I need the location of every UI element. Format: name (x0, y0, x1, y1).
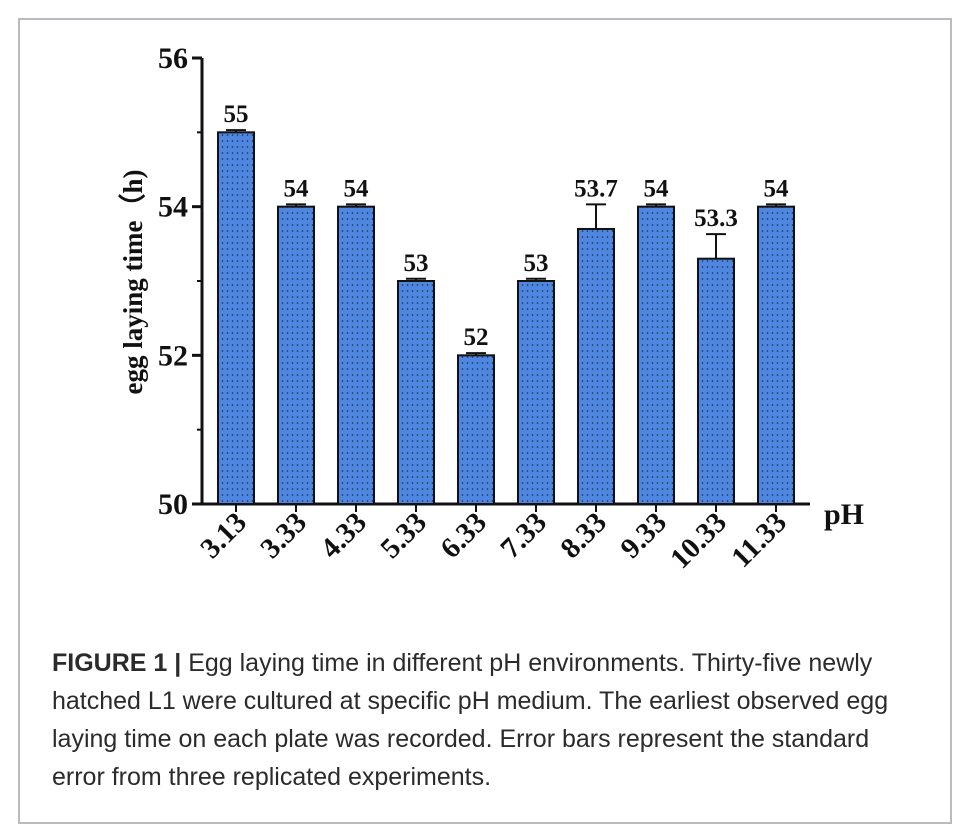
data-label: 54 (284, 175, 310, 202)
bar (217, 131, 255, 505)
data-label: 54 (644, 175, 670, 202)
bar (757, 205, 795, 506)
bar (457, 354, 495, 506)
y-tick-label: 54 (158, 191, 188, 224)
caption-text: Egg laying time in different pH environm… (52, 649, 889, 791)
y-tick-label: 52 (158, 339, 188, 372)
data-label: 52 (464, 324, 489, 351)
chart-bars (217, 129, 795, 506)
bar (577, 227, 615, 505)
x-tick-label: 7.33 (494, 506, 553, 565)
bar-chart: 50 52 54 56 55 3.13 54 3.33 54 4.33 53 5.33 52 6.33 5… (118, 42, 864, 575)
bar (697, 257, 735, 506)
data-label: 53.3 (694, 205, 738, 232)
x-tick-label: 6.33 (434, 506, 493, 565)
data-label: 53 (404, 250, 429, 277)
x-tick-label: 10.33 (664, 506, 733, 575)
x-tick-label: 11.33 (725, 506, 793, 574)
y-axis-title: egg laying time（h) (118, 170, 148, 395)
data-label: 54 (344, 175, 370, 202)
figure-caption: FIGURE 1 | Egg laying time in different … (52, 644, 912, 796)
x-tick-label: 8.33 (554, 506, 613, 565)
bar (637, 205, 675, 506)
bar (397, 280, 435, 505)
caption-label: FIGURE 1 | (52, 649, 182, 677)
bar (517, 280, 555, 505)
bar (337, 205, 375, 506)
data-label: 53.7 (574, 175, 618, 202)
x-axis-title: pH (824, 498, 864, 531)
x-tick-label: 4.33 (314, 506, 373, 565)
x-tick-label: 3.13 (194, 506, 253, 565)
data-label: 54 (764, 175, 790, 202)
data-label: 55 (224, 101, 249, 128)
x-tick-label: 9.33 (614, 506, 673, 565)
y-tick-label: 56 (158, 42, 188, 75)
x-tick-label: 3.33 (254, 506, 313, 565)
x-tick-label: 5.33 (374, 506, 433, 565)
bar (277, 205, 315, 506)
data-label: 53 (524, 250, 549, 277)
y-tick-label: 50 (158, 488, 188, 521)
